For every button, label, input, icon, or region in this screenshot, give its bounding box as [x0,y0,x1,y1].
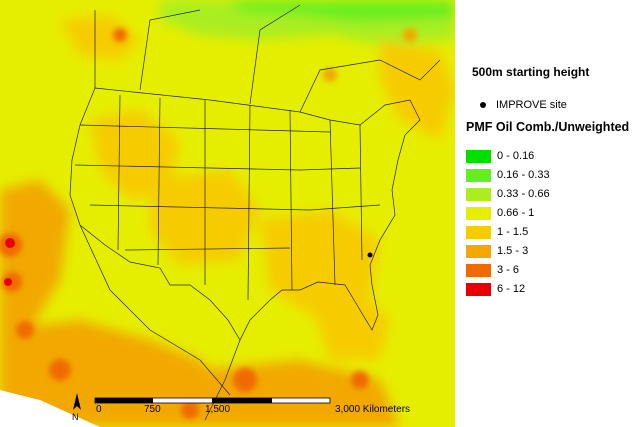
north-arrow-label: N [72,412,79,422]
legend-class-label: 1.5 - 3 [497,245,529,257]
legend-class-label: 1 - 1.5 [497,226,529,238]
field-northeast-yellow [380,40,455,140]
legend-class-row: 6 - 12 [466,282,525,296]
legend-class-row: 0.33 - 0.66 [466,187,550,201]
state-line [117,94,121,251]
state-line [359,124,363,261]
legend-swatch [466,168,491,182]
legend-class-row: 1.5 - 3 [466,244,528,258]
state-line [329,119,336,286]
field-max-2 [4,278,12,286]
map-frame: N 0 750 1,500 3,000 Kilometers [0,0,455,427]
canada-line [249,4,301,105]
legend-class-label: 0 - 0.16 [497,150,535,162]
starting-height-label: 500m starting height [472,65,590,79]
field-hotspot-9 [403,28,417,42]
field-north-green [230,0,455,22]
field-rockies-yellow [90,110,180,200]
scale-tick-1500: 1,500 [205,404,231,415]
mexico-coast [79,224,231,396]
field-hotspot-3 [16,321,34,339]
north-arrow-icon [73,393,81,410]
scale-bar-segment [95,398,153,403]
legend-class-row: 1 - 1.5 [466,225,528,239]
legend-class-row: 0.16 - 0.33 [466,168,550,182]
field-northwest-yellow [60,15,140,60]
field-hotspot-6 [351,371,369,389]
legend-swatch [466,187,491,201]
legend-class-label: 6 - 12 [497,283,526,295]
field-hotspot-8 [113,28,127,42]
canada-line [299,59,441,113]
legend-class-label: 0.33 - 0.66 [497,188,550,200]
north-arrow: N [72,393,81,422]
field-hotspot-5 [233,368,257,392]
improve-site-marker[interactable] [367,252,373,258]
canada-line [139,9,201,91]
mexico-coast [204,339,241,421]
boundaries [69,4,441,421]
field-west-orange [0,180,70,340]
state-line [157,97,161,266]
legend-class-label: 0.66 - 1 [497,207,535,219]
field-hotspot-7 [181,401,199,419]
us-outline [69,87,421,341]
state-line [124,247,291,251]
legend-class-row: 3 - 6 [466,263,519,277]
legend-swatch [466,244,491,258]
legend-swatch [466,225,491,239]
site-legend-label: IMPROVE site [496,99,567,111]
concentration-map: N [0,0,455,427]
scale-bar [94,397,331,404]
field-max-1 [5,238,15,248]
scale-tick-0: 0 [96,404,102,415]
site-dot-icon [480,102,486,108]
site-legend-row: IMPROVE site [478,98,567,112]
legend-class-row: 0 - 0.16 [466,149,534,163]
state-line [74,164,361,171]
field-florida-yellow [310,290,390,360]
state-line [247,104,251,301]
legend-swatch [466,206,491,220]
scale-tick-750: 750 [144,404,161,415]
state-line [289,109,293,291]
concentration-field [0,0,455,427]
legend-class-label: 0.16 - 0.33 [497,169,550,181]
scale-tick-3000: 3,000 Kilometers [335,404,411,415]
legend-swatch [466,149,491,163]
legend-swatch [466,282,491,296]
scale-bar-segment [212,398,272,403]
layer-title: PMF Oil Comb./Unweighted [466,120,630,134]
legend-class-row: 0.66 - 1 [466,206,534,220]
legend-class-label: 3 - 6 [497,264,520,276]
state-line [89,204,381,211]
field-hotspot-10 [323,68,337,82]
field-hotspot-4 [49,359,71,381]
legend-swatch [466,263,491,277]
